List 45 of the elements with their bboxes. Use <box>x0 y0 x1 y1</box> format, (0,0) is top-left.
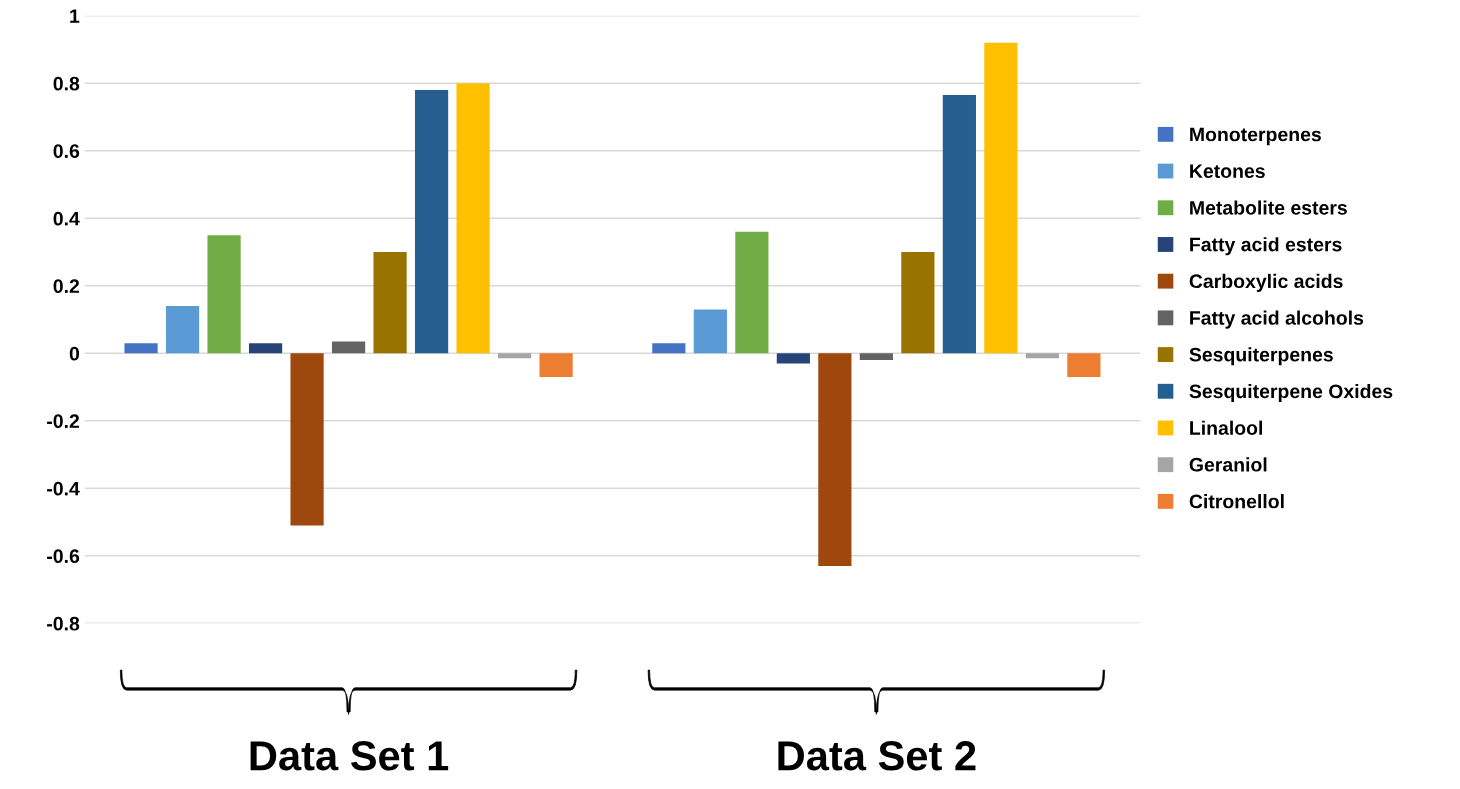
bar <box>539 353 573 377</box>
legend-label: Sesquiterpenes <box>1189 347 1333 366</box>
bar <box>414 90 449 354</box>
bar <box>497 353 532 359</box>
legend-label: Ketones <box>1190 164 1265 179</box>
bar <box>1067 353 1101 377</box>
y-tick-label: -0.6 <box>47 549 80 564</box>
bar <box>818 353 852 566</box>
bar <box>124 343 158 354</box>
bar <box>290 353 324 526</box>
y-tick-label: 1 <box>70 9 80 23</box>
bar <box>207 235 241 354</box>
y-tick-label: 0 <box>69 346 80 361</box>
y-tick-label: -0.4 <box>47 481 80 496</box>
legend-label: Citronellol <box>1189 494 1284 509</box>
legend-label: Fatty acid alcohols <box>1190 310 1364 329</box>
bar <box>942 95 976 354</box>
bar <box>456 83 490 354</box>
bar <box>735 231 769 354</box>
legend-label: Linalool <box>1190 420 1263 435</box>
x-tick-label: Data Set 2 <box>778 741 976 771</box>
bar <box>859 353 893 361</box>
bar <box>901 252 935 354</box>
bar <box>1025 353 1059 359</box>
y-tick-label: 0.2 <box>53 279 80 294</box>
bar <box>984 42 1018 354</box>
legend-label: Sesquiterpene Oxides <box>1189 383 1393 403</box>
y-tick-label: 0.8 <box>53 76 80 91</box>
bar <box>776 353 810 364</box>
legend-label: Monoterpenes <box>1190 127 1321 146</box>
legend-label: Geraniol <box>1189 457 1267 472</box>
y-tick-label: -0.8 <box>47 616 80 631</box>
y-tick-label: -0.2 <box>47 414 80 429</box>
y-tick-label: 0.6 <box>53 144 80 159</box>
legend-label: Carboxylic acids <box>1189 273 1343 292</box>
bar <box>373 252 407 354</box>
bar <box>331 341 366 354</box>
bar <box>248 343 283 354</box>
bar <box>165 306 200 354</box>
legend-label: Metabolite esters <box>1190 200 1347 215</box>
legend-label: Fatty acid esters <box>1190 237 1342 256</box>
y-tick-label: 0.4 <box>53 211 80 226</box>
bar <box>652 343 686 354</box>
x-tick-label: Data Set 1 <box>250 741 449 771</box>
bar <box>693 309 727 354</box>
